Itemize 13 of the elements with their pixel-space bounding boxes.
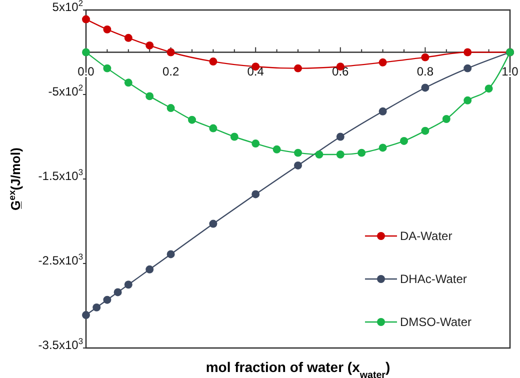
legend-label: DMSO-Water	[400, 315, 472, 329]
y-tick-label: -2.5x10$^{3}$	[38, 252, 84, 268]
x-axis-title: mol fraction of water (x$_{water}$)	[206, 359, 390, 378]
y-tick-label: 5x10$^{2}$	[52, 0, 84, 14]
y-tick-label: -5x10$^{2}$	[48, 82, 84, 98]
x-tick-label: 0.4	[247, 64, 264, 78]
legend-label: DHAc-Water	[400, 272, 467, 286]
x-tick-label: 0.8	[416, 64, 434, 78]
y-tick-label: -3.5x10$^{3}$	[38, 336, 84, 352]
y-tick-label: -1.5x10$^{3}$	[38, 167, 84, 183]
x-tick-label: 0.2	[162, 64, 180, 78]
legend-label: DA-Water	[400, 229, 452, 243]
x-tick-label: 0.6	[332, 64, 350, 78]
